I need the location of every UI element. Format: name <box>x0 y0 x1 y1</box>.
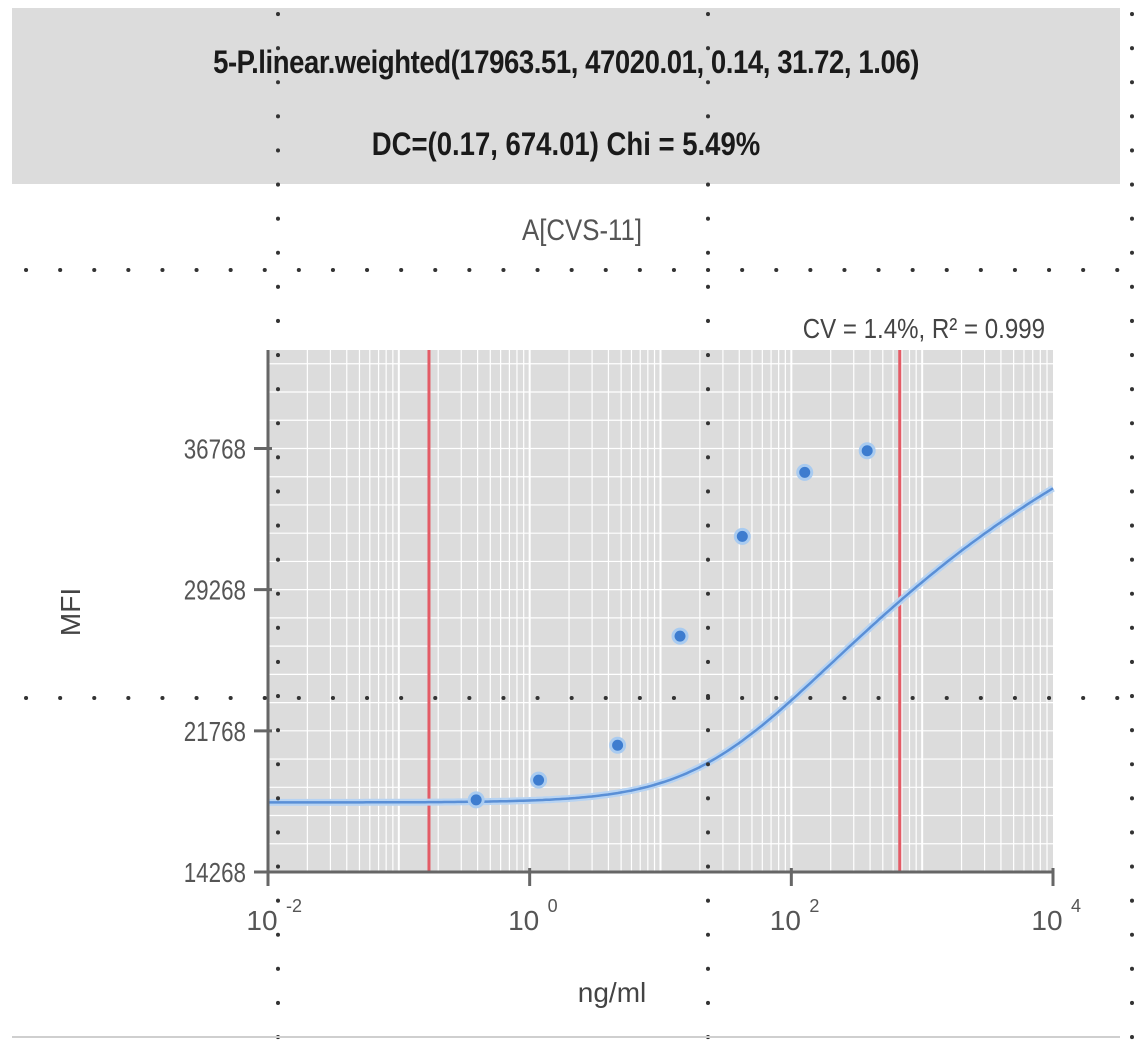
data-point <box>858 442 876 460</box>
fit-curve <box>268 487 1054 804</box>
dotted-guides <box>24 12 1134 1042</box>
x-tick-exponent: 0 <box>548 896 558 916</box>
x-tick-label: 10 <box>1031 905 1062 936</box>
analyte-name: A[CVS-11] <box>522 214 642 247</box>
fit-curve-layer <box>268 485 1055 806</box>
y-tick-label: 36768 <box>184 434 246 465</box>
y-tick-label: 14268 <box>184 858 246 889</box>
fit-header-band <box>12 8 1120 184</box>
data-point <box>467 791 485 809</box>
r-squared-annotation: CV = 1.4%, R² = 0.999 <box>803 312 1045 344</box>
data-point <box>796 463 814 481</box>
x-tick-exponent: 2 <box>809 896 819 916</box>
x-axis-label: ng/ml <box>578 977 646 1008</box>
gridlines <box>267 350 1053 873</box>
x-tick-label: 10 <box>508 905 539 936</box>
limit-lines <box>427 350 902 872</box>
y-tick-label: 29268 <box>184 575 246 606</box>
fit-equation: 5-P.linear.weighted(17963.51, 47020.01, … <box>213 44 919 80</box>
data-point <box>733 527 751 545</box>
data-point <box>671 627 689 645</box>
axes: 14268 21768 29268 36768 10 -2 10 0 10 2 10 4 <box>184 350 1081 936</box>
data-points <box>467 442 876 809</box>
x-tick-label: 10 <box>770 905 801 936</box>
bottom-rule <box>12 1036 1120 1038</box>
y-tick-label: 21768 <box>184 717 246 748</box>
y-axis-label: MFI <box>55 588 86 636</box>
data-point <box>530 771 548 789</box>
fit-statistics: DC=(0.17, 674.01) Chi = 5.49% <box>371 126 761 162</box>
x-tick-exponent: -2 <box>286 896 302 916</box>
data-point <box>609 736 627 754</box>
x-tick-exponent: 4 <box>1071 896 1081 916</box>
x-tick-label: 10 <box>246 905 277 936</box>
